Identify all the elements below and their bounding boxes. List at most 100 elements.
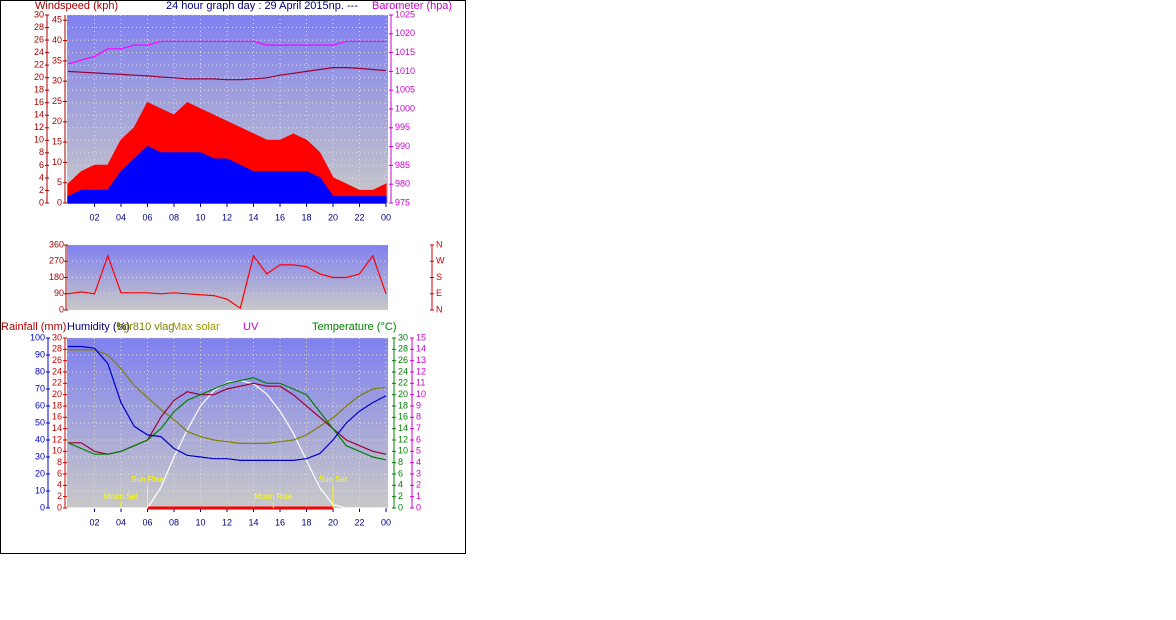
y-tick-label: 50 (35, 417, 45, 427)
y-tick-label: 360 (49, 239, 64, 249)
y-tick-label: 0 (57, 502, 62, 512)
x-tick-label: 06 (142, 517, 152, 527)
y-tick-label: 6 (39, 160, 44, 170)
y-tick-label: 18 (34, 85, 44, 95)
y-tick-label: 100 (30, 332, 45, 342)
y-tick-label: 35 (52, 55, 62, 65)
y-tick-label: 90 (35, 349, 45, 359)
x-tick-label: 10 (195, 212, 205, 222)
y-tick-label: 10 (35, 485, 45, 495)
y-tick-label: 0 (416, 502, 421, 512)
y-tick-label: 180 (49, 272, 64, 282)
y-tick-label: 2 (398, 491, 403, 501)
y-tick-label: 5 (57, 177, 62, 187)
y-tick-label: 8 (39, 147, 44, 157)
y-tick-label: 1000 (395, 103, 415, 113)
y-tick-label: 995 (395, 122, 410, 132)
y-tick-label: 10 (416, 389, 426, 399)
y-tick-label: 3 (416, 468, 421, 478)
y-tick-label: 4 (416, 457, 421, 467)
y-tick-label: 24 (398, 366, 408, 376)
x-tick-label: 20 (328, 517, 338, 527)
y-tick-label: 12 (52, 434, 62, 444)
y-tick-label: 20 (52, 116, 62, 126)
x-tick-label: 06 (142, 212, 152, 222)
y-tick-label: 2 (416, 480, 421, 490)
y-tick-label: 1005 (395, 85, 415, 95)
x-tick-label: 22 (354, 517, 364, 527)
y-tick-label: 12 (34, 122, 44, 132)
y-tick-label: 10 (398, 446, 408, 456)
annotation: Moon Rise (254, 492, 293, 501)
y-tick-label: N (436, 239, 443, 249)
y-tick-label: 90 (54, 288, 64, 298)
y-tick-label: 0 (57, 197, 62, 207)
y-tick-label: 8 (57, 457, 62, 467)
y-tick-label: 40 (52, 35, 62, 45)
x-tick-label: 12 (222, 212, 232, 222)
axis-label: Rainfall (mm) (1, 321, 66, 333)
y-tick-label: 11 (416, 378, 425, 388)
y-tick-label: 985 (395, 160, 410, 170)
y-tick-label: 4 (57, 480, 62, 490)
y-tick-label: 20 (52, 389, 62, 399)
x-tick-label: 14 (248, 212, 258, 222)
x-tick-label: 16 (275, 517, 285, 527)
series-line (67, 40, 386, 65)
y-tick-label: W (436, 256, 445, 266)
y-tick-label: 5 (416, 446, 421, 456)
y-tick-label: 14 (52, 423, 62, 433)
x-tick-label: 20 (328, 212, 338, 222)
y-tick-label: 20 (35, 468, 45, 478)
y-tick-label: 10 (52, 446, 62, 456)
y-tick-label: 9 (416, 400, 421, 410)
x-tick-label: 10 (195, 517, 205, 527)
x-tick-label: 00 (381, 517, 391, 527)
y-tick-label: 1010 (395, 66, 415, 76)
y-tick-label: 16 (398, 412, 408, 422)
y-tick-label: 1 (416, 491, 421, 501)
y-tick-label: 20 (34, 72, 44, 82)
y-tick-label: 18 (398, 400, 408, 410)
series-line (67, 67, 387, 81)
y-tick-label: 20 (398, 389, 408, 399)
series-area (67, 145, 387, 204)
series-line (67, 377, 387, 461)
y-axis-label: Windspeed (kph) (35, 0, 118, 12)
y-tick-label: 80 (35, 366, 45, 376)
x-tick-label: 04 (116, 212, 126, 222)
x-tick-label: 22 (354, 212, 364, 222)
y-tick-label: 70 (35, 383, 45, 393)
y-tick-label: 6 (57, 468, 62, 478)
y-tick-label: 12 (416, 366, 426, 376)
series-line (68, 345, 387, 461)
y-tick-label: 12 (398, 434, 408, 444)
annotation: Sun Set (319, 475, 348, 484)
y-tick-label: 28 (398, 344, 408, 354)
y-tick-label: 22 (398, 378, 408, 388)
y-tick-label: 28 (52, 344, 62, 354)
y-tick-label: 16 (34, 97, 44, 107)
y-tick-label: 24 (34, 47, 44, 57)
axis-label: Temperature (°C) (312, 321, 396, 333)
x-tick-label: 00 (381, 212, 391, 222)
y-tick-label: 13 (416, 355, 426, 365)
x-tick-label: 02 (89, 517, 99, 527)
chart-title: 24 hour graph day : 29 April 2015np. --- (166, 0, 358, 12)
y-tick-label: 8 (416, 412, 421, 422)
y-tick-label: 6 (416, 434, 421, 444)
y-tick-label: 0 (398, 502, 403, 512)
series-line (68, 349, 387, 444)
y-tick-label: 14 (398, 423, 408, 433)
y-tick-label: 15 (416, 332, 426, 342)
y-tick-label: 14 (34, 110, 44, 120)
y-tick-label: 0 (39, 197, 44, 207)
x-tick-label: 04 (116, 517, 126, 527)
y-tick-label: 10 (52, 157, 62, 167)
y-tick-label: 26 (34, 34, 44, 44)
y-tick-label: E (436, 288, 442, 298)
y2-axis-label: Barometer (hpa) (372, 0, 452, 12)
y-tick-label: 14 (416, 344, 426, 354)
annotation: Moon Set (104, 492, 139, 501)
